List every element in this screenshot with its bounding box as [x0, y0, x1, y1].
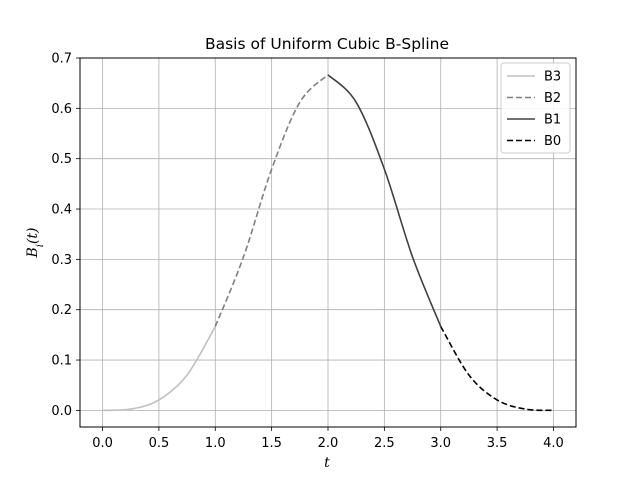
y-tick-label: 0.5 [51, 152, 72, 167]
y-tick-label: 0.6 [51, 102, 72, 117]
chart-title: Basis of Uniform Cubic B-Spline [205, 35, 449, 53]
legend-label-b3: B3 [544, 70, 561, 85]
legend-box [500, 62, 571, 154]
legend-label-b1: B1 [544, 113, 561, 128]
tick-group: 0.0 0.5 1.0 1.5 2.0 2.5 3.0 3.5 4.0 0.0 0.1 0.2 0.3 0… [51, 52, 563, 452]
series-line-b0 [440, 326, 554, 412]
x-tick-label: 0.5 [149, 436, 170, 451]
x-tick-label: 1.5 [261, 436, 282, 451]
plot-frame [79, 57, 577, 428]
x-tick-label: 2.0 [318, 436, 339, 451]
x-tick-label: 0.0 [92, 436, 113, 451]
y-axis-label: Bi(t) [25, 227, 46, 258]
legend-label-b0: B0 [544, 134, 561, 149]
legend-label-b2: B2 [544, 91, 561, 106]
y-tick-label: 0.7 [51, 52, 72, 67]
x-tick-label: 2.5 [374, 436, 395, 451]
series-line-b3 [102, 326, 216, 412]
x-tick-label: 1.0 [205, 436, 226, 451]
x-tick-label: 4.0 [543, 436, 564, 451]
legend: B3 B2 B1 B0 [500, 62, 571, 154]
x-tick-label: 3.0 [430, 436, 451, 451]
series-group [102, 74, 554, 412]
x-tick-label: 3.5 [487, 436, 508, 451]
y-tick-label: 0.1 [51, 354, 72, 369]
x-axis-label: t [324, 455, 330, 471]
series-line-b1 [327, 74, 442, 327]
y-tick-label: 0.3 [51, 253, 72, 268]
y-tick-label: 0.4 [51, 203, 72, 218]
y-tick-label: 0.2 [51, 303, 72, 318]
series-line-b2 [214, 74, 329, 327]
y-tick-label: 0.0 [51, 404, 72, 419]
